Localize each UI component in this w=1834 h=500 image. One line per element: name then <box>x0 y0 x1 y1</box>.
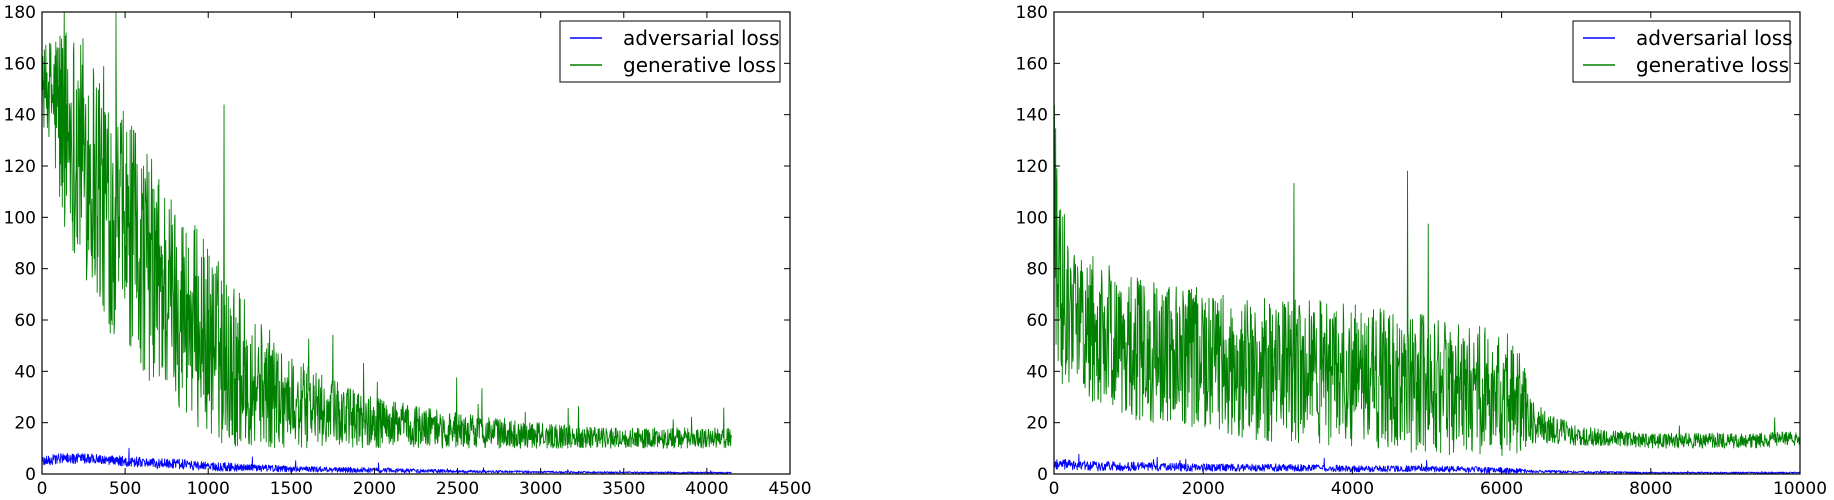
x-tick-label: 2000 <box>1182 479 1225 499</box>
legend: adversarial loss generative loss <box>1572 20 1793 83</box>
y-tick-label: 60 <box>14 311 36 331</box>
x-tick-label: 0 <box>37 479 48 499</box>
y-tick-label: 80 <box>14 260 36 280</box>
x-tick-label: 1000 <box>187 479 230 499</box>
y-tick-label: 180 <box>4 3 36 23</box>
generative-loss-line <box>42 12 732 449</box>
y-tick-label: 0 <box>1037 465 1048 485</box>
generative-loss-legend-label: generative loss <box>623 53 776 77</box>
legend: adversarial loss generative loss <box>559 20 781 83</box>
y-tick-label: 140 <box>4 106 36 126</box>
y-tick-label: 100 <box>1016 208 1048 228</box>
x-tick-label: 0 <box>1049 479 1060 499</box>
right-plot: 0 2000 4000 6000 8000 10000 0 20 40 60 80 100 120 140… <box>1016 3 1828 499</box>
x-tick-label: 6000 <box>1480 479 1523 499</box>
generative-loss-line <box>1054 105 1800 456</box>
x-tick-label: 2500 <box>436 479 479 499</box>
x-tick-label: 2000 <box>353 479 396 499</box>
series-layer <box>1054 105 1800 474</box>
y-tick-label: 140 <box>1016 106 1048 126</box>
y-tick-label: 180 <box>1016 3 1048 23</box>
y-tick-label: 20 <box>14 414 36 434</box>
adversarial-loss-line <box>1054 453 1800 474</box>
x-tick-label: 500 <box>109 479 141 499</box>
adversarial-loss-legend-label: adversarial loss <box>623 26 780 50</box>
y-tick-label: 160 <box>4 54 36 74</box>
adversarial-loss-legend-label: adversarial loss <box>1636 26 1793 50</box>
adversarial-loss-line <box>42 447 732 474</box>
y-tick-label: 80 <box>1026 260 1048 280</box>
series-layer <box>42 12 732 474</box>
axes-frame <box>1053 11 1801 475</box>
x-tick-label: 1500 <box>270 479 313 499</box>
y-tick-label: 40 <box>1026 362 1048 382</box>
x-tick-label: 4500 <box>768 479 811 499</box>
x-tick-label: 3000 <box>519 479 562 499</box>
y-tick-label: 160 <box>1016 54 1048 74</box>
axes-frame <box>41 11 791 475</box>
x-tick-label: 8000 <box>1629 479 1672 499</box>
left-plot: 0 500 1000 1500 2000 2500 3000 3500 4000 4500 0 20 4… <box>4 3 812 499</box>
y-tick-label: 60 <box>1026 311 1048 331</box>
y-tick-label: 100 <box>4 208 36 228</box>
y-tick-label: 120 <box>1016 157 1048 177</box>
x-tick-label: 3500 <box>602 479 645 499</box>
x-tick-label: 10000 <box>1773 479 1827 499</box>
y-tick-label: 40 <box>14 362 36 382</box>
x-tick-label: 4000 <box>685 479 728 499</box>
y-tick-label: 20 <box>1026 414 1048 434</box>
y-tick-label: 0 <box>25 465 36 485</box>
x-tick-label: 4000 <box>1331 479 1374 499</box>
y-tick-label: 120 <box>4 157 36 177</box>
generative-loss-legend-label: generative loss <box>1636 53 1789 77</box>
